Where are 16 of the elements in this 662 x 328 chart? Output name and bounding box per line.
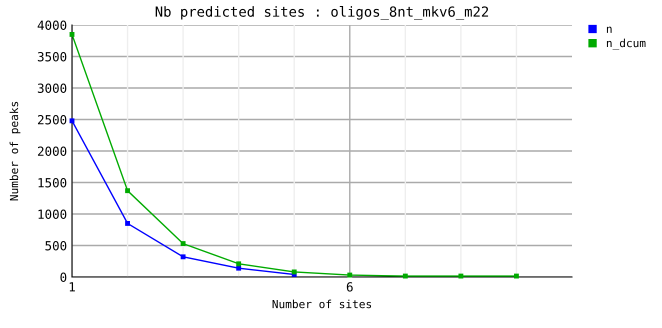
y-tick-label: 500 <box>45 241 66 250</box>
x-tick-label: 6 <box>346 282 353 292</box>
y-tick-label: 1500 <box>38 178 66 188</box>
y-tick-label: 3000 <box>38 84 66 93</box>
y-tick-label: 4000 <box>38 20 66 30</box>
y-axis-title: Number of peaks <box>10 102 20 200</box>
y-tick-label: 1000 <box>38 210 66 219</box>
y-tick-label: 0 <box>60 272 66 282</box>
x-axis-title: Number of sites <box>272 300 372 308</box>
legend-label: n_dcum <box>606 38 646 50</box>
y-tick-label: 2500 <box>38 115 66 124</box>
y-tick-label: 3500 <box>38 52 66 62</box>
chart-title: Nb predicted sites : oligos_8nt_mkv6_m22 <box>156 6 488 20</box>
y-tick-label: 2000 <box>38 146 66 156</box>
x-tick-label: 1 <box>70 282 75 292</box>
legend-label: n <box>606 26 612 33</box>
